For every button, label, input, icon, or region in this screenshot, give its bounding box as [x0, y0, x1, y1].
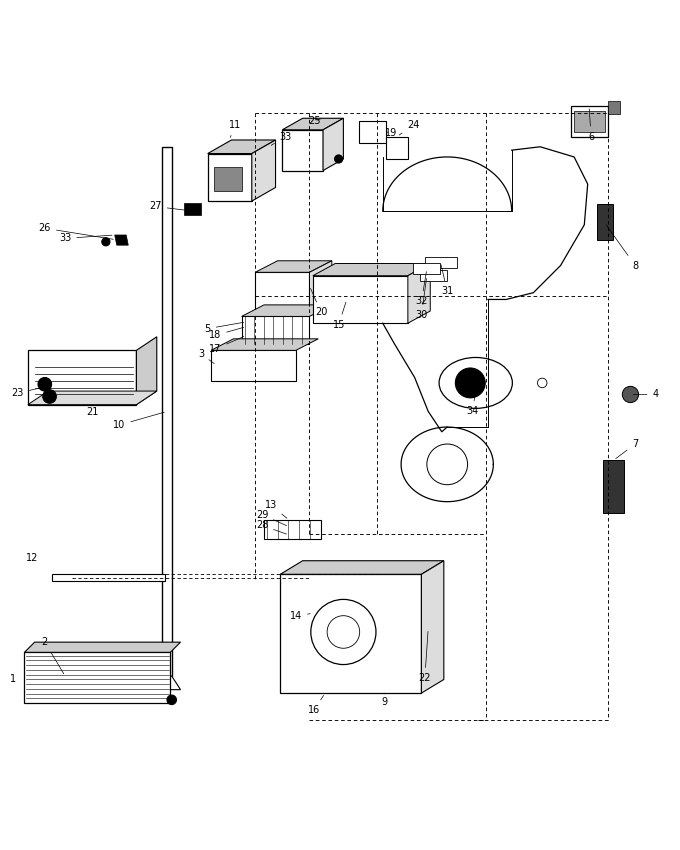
Polygon shape — [65, 676, 180, 689]
Text: 1: 1 — [10, 675, 16, 684]
Polygon shape — [422, 561, 444, 693]
Circle shape — [311, 599, 376, 665]
Text: 28: 28 — [256, 520, 286, 534]
Text: 30: 30 — [415, 279, 428, 320]
Polygon shape — [313, 264, 430, 275]
Text: 8: 8 — [607, 225, 639, 270]
Text: 26: 26 — [39, 224, 114, 240]
Polygon shape — [596, 205, 613, 241]
Polygon shape — [207, 154, 252, 201]
Polygon shape — [408, 264, 430, 323]
Circle shape — [327, 615, 360, 649]
Text: 32: 32 — [415, 272, 428, 307]
Text: 34: 34 — [466, 394, 479, 416]
Text: 24: 24 — [399, 120, 420, 135]
Text: 29: 29 — [256, 510, 286, 525]
Polygon shape — [214, 167, 241, 191]
Polygon shape — [241, 305, 332, 316]
Text: 33: 33 — [271, 132, 292, 145]
Polygon shape — [255, 272, 309, 309]
Circle shape — [427, 444, 468, 484]
Polygon shape — [282, 118, 343, 130]
Circle shape — [43, 389, 56, 403]
Polygon shape — [313, 275, 408, 323]
Text: 14: 14 — [290, 611, 310, 621]
Polygon shape — [359, 121, 386, 144]
Text: 19: 19 — [385, 128, 397, 139]
Text: 4: 4 — [633, 389, 659, 400]
Polygon shape — [603, 461, 624, 513]
Ellipse shape — [439, 358, 512, 408]
Text: 33: 33 — [59, 234, 112, 243]
Text: 31: 31 — [441, 265, 454, 297]
Polygon shape — [24, 652, 171, 703]
Text: 22: 22 — [419, 632, 431, 683]
Polygon shape — [323, 118, 343, 171]
Polygon shape — [280, 575, 422, 693]
Polygon shape — [413, 264, 441, 275]
Text: 6: 6 — [588, 109, 594, 142]
Text: 7: 7 — [615, 439, 639, 459]
Polygon shape — [386, 137, 408, 159]
Text: 10: 10 — [114, 412, 165, 430]
Circle shape — [102, 238, 110, 246]
Text: 25: 25 — [308, 116, 320, 126]
Text: 27: 27 — [149, 201, 191, 212]
Polygon shape — [309, 261, 332, 309]
Circle shape — [537, 378, 547, 388]
Polygon shape — [207, 140, 275, 154]
Polygon shape — [280, 561, 444, 575]
Circle shape — [622, 386, 639, 403]
Text: 3: 3 — [198, 348, 214, 364]
Text: 15: 15 — [333, 302, 346, 330]
Text: 11: 11 — [228, 120, 241, 138]
Polygon shape — [184, 203, 201, 215]
Text: 13: 13 — [265, 500, 287, 518]
Text: 17: 17 — [209, 337, 244, 354]
Polygon shape — [211, 339, 318, 350]
Polygon shape — [425, 257, 457, 268]
Polygon shape — [574, 111, 605, 132]
Polygon shape — [420, 270, 447, 281]
Polygon shape — [137, 337, 157, 405]
Polygon shape — [282, 130, 323, 171]
Polygon shape — [28, 350, 137, 405]
Text: 18: 18 — [209, 327, 243, 340]
Polygon shape — [52, 575, 165, 581]
Polygon shape — [163, 147, 172, 676]
Polygon shape — [255, 261, 332, 272]
Polygon shape — [252, 140, 275, 201]
Circle shape — [167, 695, 176, 705]
Polygon shape — [264, 520, 321, 539]
Text: 12: 12 — [27, 552, 39, 563]
Text: 23: 23 — [12, 388, 39, 398]
Circle shape — [456, 368, 486, 398]
Text: 16: 16 — [308, 695, 324, 715]
Polygon shape — [28, 391, 157, 405]
Text: 20: 20 — [311, 288, 327, 317]
Text: 9: 9 — [381, 693, 387, 707]
Circle shape — [335, 155, 343, 163]
Polygon shape — [571, 106, 608, 137]
Text: 2: 2 — [41, 638, 64, 674]
Polygon shape — [241, 316, 309, 343]
Text: 21: 21 — [86, 407, 99, 416]
Polygon shape — [24, 642, 180, 652]
Polygon shape — [115, 235, 129, 245]
Polygon shape — [211, 350, 296, 381]
Polygon shape — [608, 100, 619, 114]
Text: 5: 5 — [205, 322, 243, 334]
Circle shape — [38, 377, 52, 391]
